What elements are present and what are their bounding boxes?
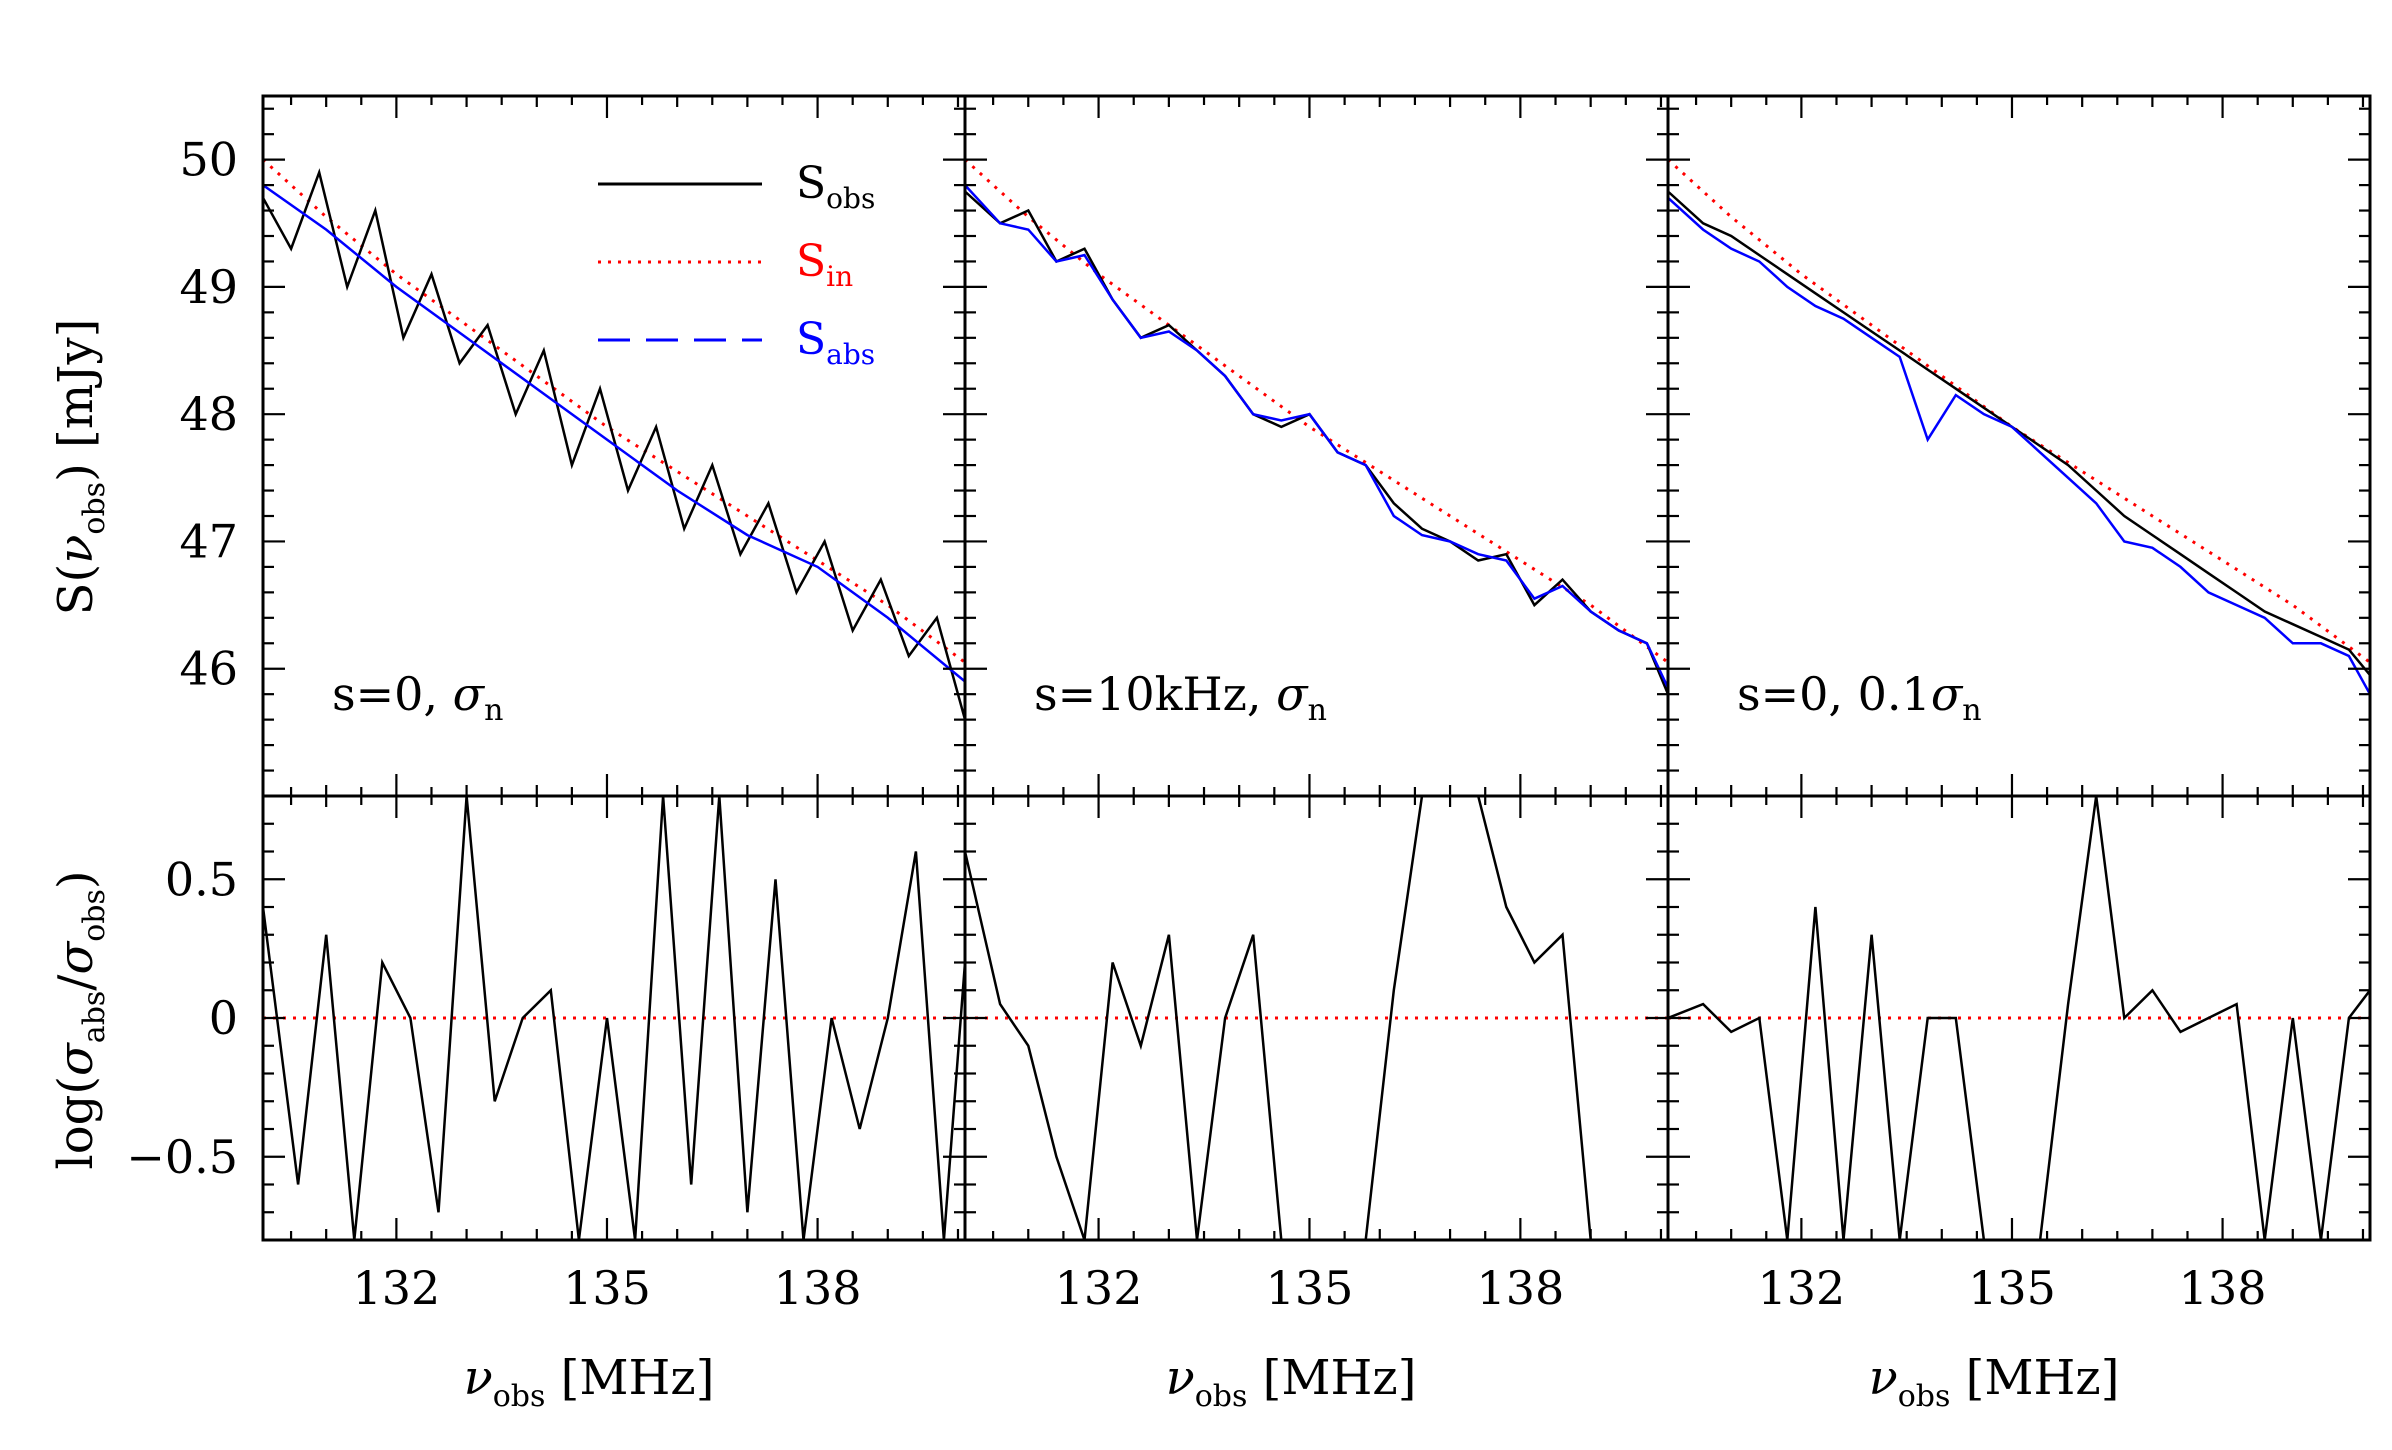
- legend-label-abs: Sabs: [796, 314, 875, 371]
- x-tick-label: 135: [563, 1261, 651, 1315]
- y-tick-label-top: 48: [179, 387, 238, 441]
- x-tick-label: 138: [2179, 1261, 2267, 1315]
- intrinsic-series-line: [1668, 158, 2370, 664]
- absorbed-series-line: [965, 184, 1668, 689]
- y-tick-label-top: 47: [179, 514, 238, 568]
- ylabel-bottom: log(σabs/σobs): [48, 870, 112, 1169]
- y-tick-label-bottom: −0.5: [126, 1130, 238, 1184]
- annotation-panel-1: s=0, σn: [332, 667, 503, 728]
- legend-label-in: Sin: [796, 236, 853, 293]
- observed-series-line: [1668, 190, 2370, 676]
- x-tick-label: 138: [1476, 1261, 1564, 1315]
- ylabel-top: S(νobs) [mJy]: [48, 319, 112, 616]
- y-tick-label-bottom: 0.5: [165, 852, 238, 906]
- x-tick-label: 132: [1757, 1261, 1845, 1315]
- absorbed-series-line: [1668, 196, 2370, 695]
- panel-3: 132 135 138: [1666, 94, 2372, 1315]
- x-tick-label: 135: [1968, 1261, 2056, 1315]
- y-tick-label-top: 46: [179, 642, 238, 696]
- absorbed-series-line: [263, 184, 965, 683]
- annotation-panel-3: s=0, 0.1σn: [1737, 667, 1982, 728]
- x-tick-label: 132: [1055, 1261, 1143, 1315]
- panel-2: 132 135 138: [963, 94, 1670, 1315]
- intrinsic-series-line: [263, 158, 965, 664]
- legend: Sobs Sin Sabs: [598, 158, 875, 371]
- xlabel-panel-3: νobs [MHz]: [1869, 1350, 2120, 1414]
- x-tick-label: 132: [352, 1261, 440, 1315]
- ratio-series-line: [263, 796, 965, 1240]
- observed-series-line: [965, 190, 1668, 695]
- xlabel-panel-2: νobs [MHz]: [1166, 1350, 1417, 1414]
- x-tick-label: 135: [1266, 1261, 1354, 1315]
- y-tick-label-top: 50: [179, 133, 238, 187]
- annotation-panel-2: s=10kHz, σn: [1034, 667, 1327, 728]
- y-tick-label-top: 49: [179, 260, 238, 314]
- ratio-series-line: [965, 796, 1668, 1240]
- observed-series-line: [263, 168, 965, 720]
- x-tick-label: 138: [774, 1261, 862, 1315]
- xlabel-panel-1: νobs [MHz]: [464, 1350, 715, 1414]
- ratio-series-line: [1668, 796, 2370, 1240]
- legend-label-obs: Sobs: [796, 158, 875, 215]
- y-tick-label-bottom: 0: [209, 991, 238, 1045]
